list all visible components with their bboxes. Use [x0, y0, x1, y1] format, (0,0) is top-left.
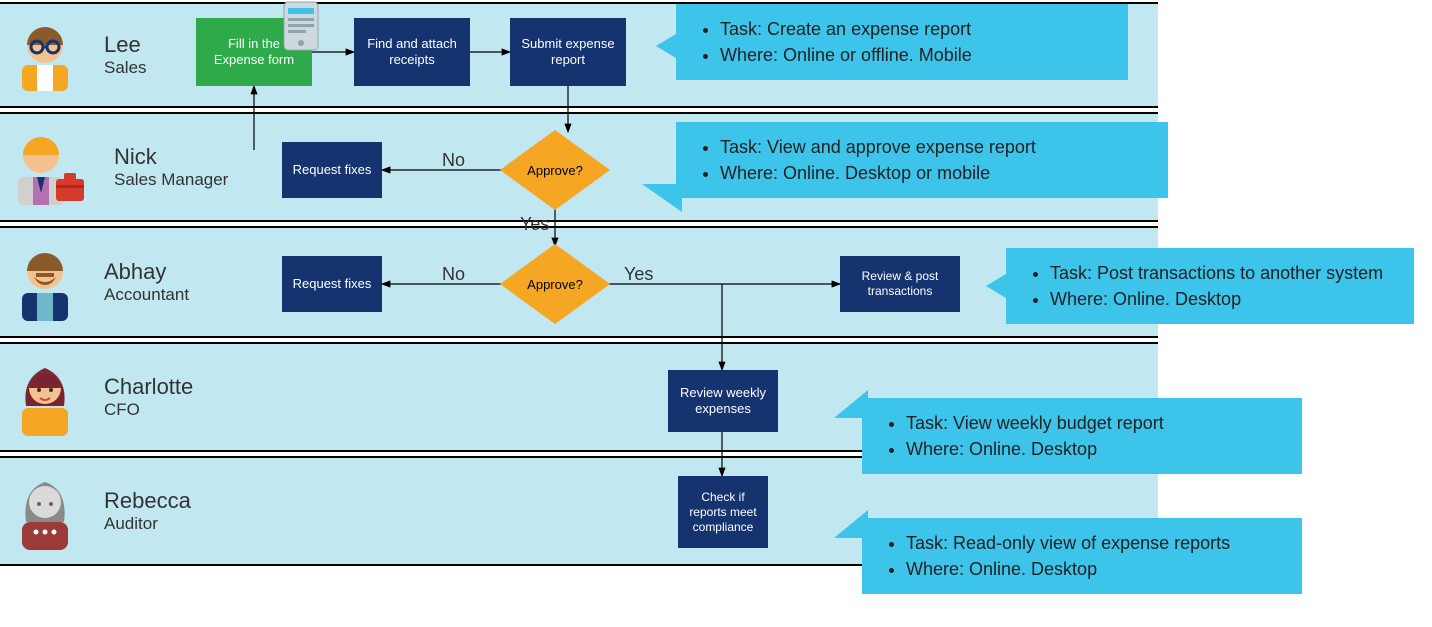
- node-review-weekly-expenses: Review weekly expenses: [668, 370, 778, 432]
- callout-item: Where: Online. Desktop: [906, 556, 1284, 582]
- node-label: Request fixes: [293, 276, 372, 292]
- callout-nick: Task: View and approve expense report Wh…: [676, 122, 1168, 198]
- callout-item: Task: View and approve expense report: [720, 134, 1150, 160]
- persona-name: Abhay: [104, 259, 189, 285]
- node-request-fixes-2: Request fixes: [282, 256, 382, 312]
- callout-item: Task: Post transactions to another syste…: [1050, 260, 1396, 286]
- callout-item: Where: Online. Desktop: [906, 436, 1284, 462]
- node-label: Check if reports meet compliance: [684, 490, 762, 535]
- callout-item: Where: Online. Desktop or mobile: [720, 160, 1150, 186]
- callout-rebecca: Task: Read-only view of expense reports …: [862, 518, 1302, 594]
- callout-item: Where: Online. Desktop: [1050, 286, 1396, 312]
- edge-label-yes-1: Yes: [520, 214, 549, 235]
- callout-tail-icon: [986, 274, 1006, 298]
- avatar-lee-icon: [14, 19, 76, 91]
- persona-rebecca: Rebecca Auditor: [14, 472, 191, 550]
- node-label: Find and attach receipts: [360, 36, 464, 69]
- persona-role: CFO: [104, 400, 193, 420]
- avatar-abhay-icon: [14, 243, 76, 321]
- callout-abhay: Task: Post transactions to another syste…: [1006, 248, 1414, 324]
- node-label: Submit expense report: [516, 36, 620, 69]
- node-request-fixes-1: Request fixes: [282, 142, 382, 198]
- persona-charlotte: Charlotte CFO: [14, 358, 193, 436]
- persona-abhay: Abhay Accountant: [14, 243, 189, 321]
- edge-label-no-2: No: [442, 264, 465, 285]
- edge-label-yes-2: Yes: [624, 264, 653, 285]
- node-find-attach-receipts: Find and attach receipts: [354, 18, 470, 86]
- node-review-post-transactions: Review & post transactions: [840, 256, 960, 312]
- callout-tail-icon: [642, 184, 682, 212]
- callout-item: Where: Online or offline. Mobile: [720, 42, 1110, 68]
- receipt-device-icon: [278, 0, 324, 59]
- persona-role: Sales Manager: [114, 170, 228, 190]
- callout-tail-icon: [656, 34, 676, 58]
- avatar-charlotte-icon: [14, 358, 76, 436]
- node-label: Approve?: [527, 163, 583, 178]
- persona-lee: Lee Sales: [14, 19, 147, 91]
- persona-role: Sales: [104, 58, 147, 78]
- callout-lee: Task: Create an expense report Where: On…: [676, 4, 1128, 80]
- persona-name: Nick: [114, 144, 228, 170]
- persona-name: Lee: [104, 32, 147, 58]
- node-check-compliance: Check if reports meet compliance: [678, 476, 768, 548]
- persona-role: Auditor: [104, 514, 191, 534]
- node-label: Request fixes: [293, 162, 372, 178]
- persona-name: Charlotte: [104, 374, 193, 400]
- node-label: Review & post transactions: [846, 269, 954, 299]
- persona-nick: Nick Sales Manager: [14, 127, 228, 207]
- node-approve-1: Approve?: [500, 130, 610, 210]
- callout-tail-icon: [834, 390, 868, 418]
- node-approve-2: Approve?: [500, 244, 610, 324]
- avatar-nick-icon: [14, 127, 86, 207]
- callout-item: Task: Create an expense report: [720, 16, 1110, 42]
- node-label: Approve?: [527, 277, 583, 292]
- avatar-rebecca-icon: [14, 472, 76, 550]
- callout-item: Task: View weekly budget report: [906, 410, 1284, 436]
- persona-role: Accountant: [104, 285, 189, 305]
- node-submit-expense-report: Submit expense report: [510, 18, 626, 86]
- edge-label-no-1: No: [442, 150, 465, 171]
- callout-item: Task: Read-only view of expense reports: [906, 530, 1284, 556]
- callout-charlotte: Task: View weekly budget report Where: O…: [862, 398, 1302, 474]
- persona-name: Rebecca: [104, 488, 191, 514]
- node-label: Review weekly expenses: [674, 385, 772, 418]
- callout-tail-icon: [834, 510, 868, 538]
